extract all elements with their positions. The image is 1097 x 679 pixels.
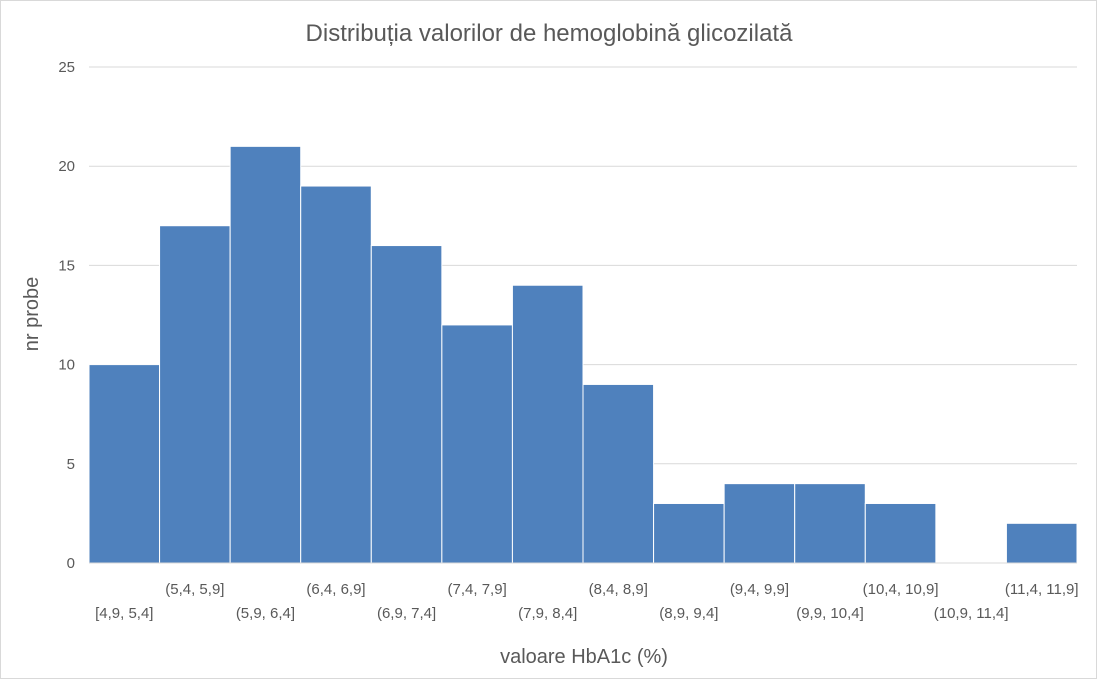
x-tick-label: (6,4, 6,9] [306, 581, 365, 598]
x-tick-label: (5,4, 5,9] [165, 581, 224, 598]
bar-13 [1005, 522, 1078, 564]
y-tick-label: 20 [58, 158, 75, 175]
bar-4 [370, 245, 443, 564]
bar-9 [723, 483, 796, 564]
bar-3 [300, 185, 372, 564]
y-tick-labels: 0 5 10 15 20 25 [58, 59, 75, 572]
x-tick-labels: [4,9, 5,4] (5,4, 5,9] (5,9, 6,4] (6,4, 6,9]… [95, 581, 1078, 622]
bar-2 [229, 145, 302, 564]
y-tick-label: 15 [58, 257, 75, 274]
x-tick-label: (9,4, 9,9] [730, 581, 789, 598]
x-tick-label: (10,4, 10,9] [863, 581, 939, 598]
y-axis-title: nr probe [21, 277, 43, 352]
bar-6 [511, 284, 584, 564]
bar-1 [159, 225, 231, 564]
bar-7 [582, 383, 655, 564]
chart-title: Distribuția valorilor de hemoglobină gli… [306, 20, 794, 47]
x-tick-label: (8,9, 9,4] [659, 605, 718, 622]
bar-8 [653, 502, 725, 564]
x-tick-label: (6,9, 7,4] [377, 605, 436, 622]
bars [88, 145, 1078, 564]
x-tick-label: (7,4, 7,9] [448, 581, 507, 598]
y-tick-label: 10 [58, 357, 75, 374]
y-tick-label: 5 [67, 456, 75, 473]
y-tick-label: 25 [58, 59, 75, 76]
bar-10 [794, 483, 866, 564]
x-tick-label: (9,9, 10,4] [796, 605, 864, 622]
x-tick-label: (7,9, 8,4] [518, 605, 577, 622]
x-tick-label: (8,4, 8,9] [589, 581, 648, 598]
x-tick-label: (10,9, 11,4] [934, 605, 1009, 622]
bar-11 [864, 502, 937, 564]
x-axis-title: valoare HbA1c (%) [500, 646, 668, 668]
y-tick-label: 0 [67, 555, 75, 572]
x-tick-label: (11,4, 11,9] [1005, 581, 1079, 598]
x-tick-label: [4,9, 5,4] [95, 605, 153, 622]
bar-5 [441, 324, 513, 564]
bar-0 [88, 364, 161, 564]
x-tick-label: (5,9, 6,4] [236, 605, 295, 622]
